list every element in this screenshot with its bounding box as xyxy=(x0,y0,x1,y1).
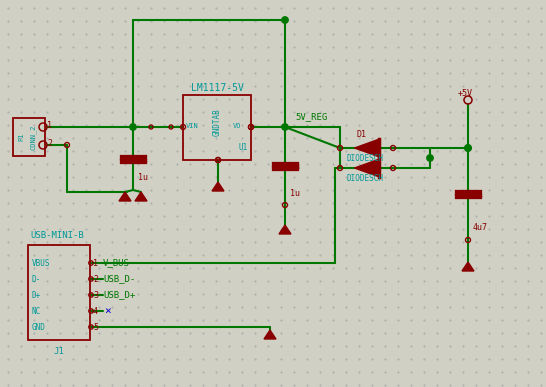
Polygon shape xyxy=(135,192,147,201)
Text: 5: 5 xyxy=(93,322,98,332)
Circle shape xyxy=(282,124,288,130)
Polygon shape xyxy=(264,330,276,339)
Text: 1: 1 xyxy=(93,259,98,267)
Text: U1: U1 xyxy=(239,144,248,152)
Text: GND: GND xyxy=(32,322,46,332)
Text: D-: D- xyxy=(32,274,41,284)
Text: 4u7: 4u7 xyxy=(473,224,488,233)
Circle shape xyxy=(427,155,433,161)
Circle shape xyxy=(282,17,288,23)
Text: 1u: 1u xyxy=(138,173,148,183)
Text: +5V: +5V xyxy=(458,89,473,99)
Text: 3: 3 xyxy=(93,291,98,300)
Text: 1: 1 xyxy=(47,122,52,130)
Polygon shape xyxy=(212,182,224,191)
Text: GNDTAB: GNDTAB xyxy=(212,108,222,136)
Text: J1: J1 xyxy=(54,348,64,356)
Text: VBUS: VBUS xyxy=(32,259,50,267)
Text: LM1117-5V: LM1117-5V xyxy=(191,83,244,93)
Polygon shape xyxy=(119,192,131,201)
Polygon shape xyxy=(354,139,378,157)
Text: V_BUS: V_BUS xyxy=(103,259,130,267)
Polygon shape xyxy=(354,159,378,176)
Bar xyxy=(28,245,90,340)
Text: 4: 4 xyxy=(93,307,98,315)
Text: C1: C1 xyxy=(138,155,148,164)
Text: D1: D1 xyxy=(357,130,366,139)
Circle shape xyxy=(465,145,471,151)
Text: ×: × xyxy=(104,306,111,316)
Text: 1u: 1u xyxy=(290,188,300,197)
Text: DIODESCH: DIODESCH xyxy=(347,174,383,183)
Text: P1: P1 xyxy=(18,133,24,141)
Polygon shape xyxy=(279,225,291,234)
Text: C4: C4 xyxy=(473,190,483,200)
Polygon shape xyxy=(462,262,474,271)
Text: DIODESCH: DIODESCH xyxy=(347,154,383,163)
Circle shape xyxy=(465,145,471,151)
Text: 5V_REG: 5V_REG xyxy=(295,113,327,122)
Text: D+: D+ xyxy=(32,291,41,300)
Text: C3: C3 xyxy=(290,163,300,171)
Text: NC: NC xyxy=(32,307,41,315)
Text: CONN_2: CONN_2 xyxy=(29,124,36,150)
Text: USB_D+: USB_D+ xyxy=(103,291,135,300)
Text: 2: 2 xyxy=(47,139,52,149)
Circle shape xyxy=(130,124,136,130)
Text: 2: 2 xyxy=(93,274,98,284)
Bar xyxy=(183,95,251,160)
Text: VO: VO xyxy=(233,123,241,129)
Text: VIN: VIN xyxy=(186,123,199,129)
Bar xyxy=(13,118,45,156)
Text: USB-MINI-B: USB-MINI-B xyxy=(30,231,84,240)
Text: USB_D-: USB_D- xyxy=(103,274,135,284)
